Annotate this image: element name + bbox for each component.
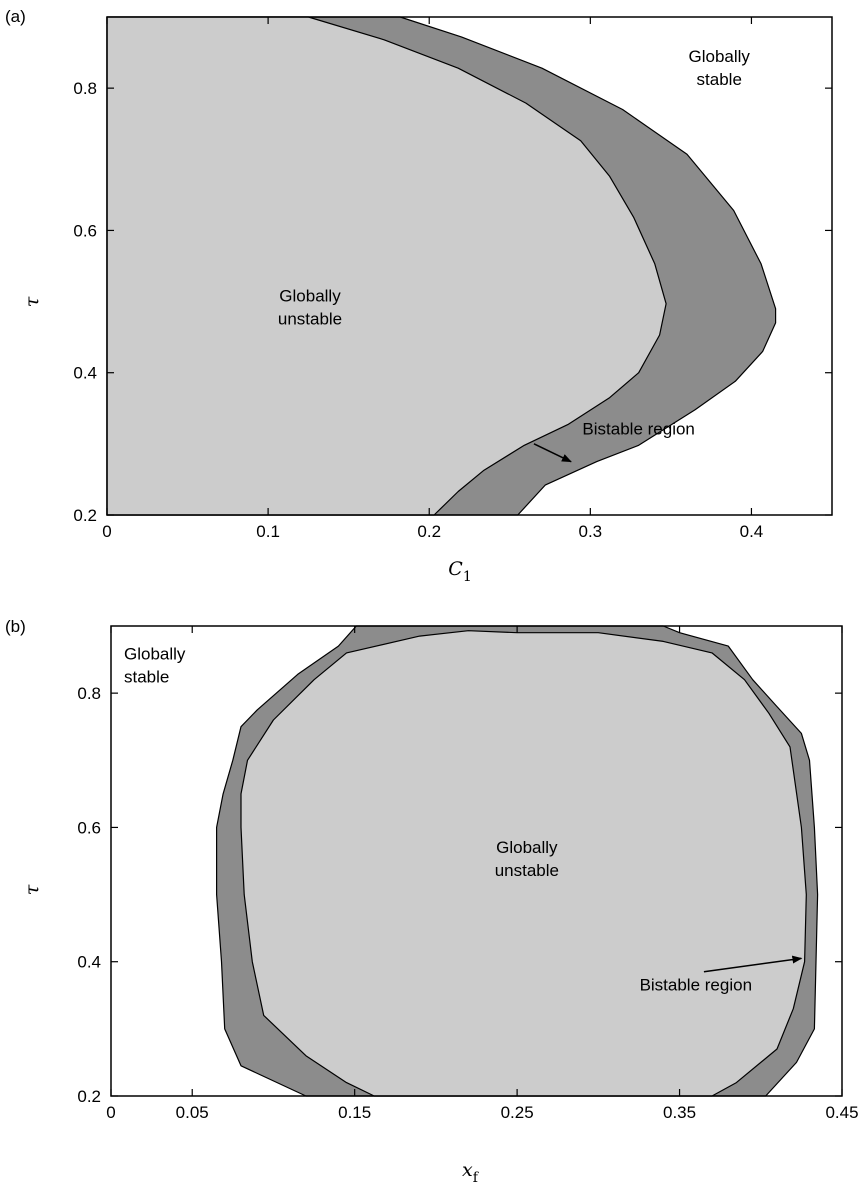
y-tick-label-b: 0.8 [77, 684, 101, 703]
annotation-b: Globally stable [124, 645, 186, 687]
y-tick-label-a: 0.2 [73, 506, 97, 525]
plot-frame-b [110, 625, 843, 1097]
x-tick-label-b: 0.35 [663, 1103, 696, 1122]
annotation-arrow-b [703, 955, 803, 973]
unstable-region-a [106, 16, 667, 516]
x-tick-label-b: 0.15 [338, 1103, 371, 1122]
plot-area-b: 0 0.05 0.15 0.25 0.35 0.45 0.2 0.4 0.6 0.8 Globall… [77, 625, 859, 1122]
x-axis-label-a: C1 [448, 558, 471, 585]
y-axis-label-b: τ [21, 884, 43, 895]
x-tick-label-b: 0.05 [176, 1103, 209, 1122]
x-tick-label-b: 0.45 [825, 1103, 858, 1122]
y-tick-label-b: 0.6 [77, 818, 101, 837]
x-tick-label-a: 0.3 [579, 522, 603, 541]
panel-b: (b) 0 0.05 0.15 0.25 0.35 0.45 0.2 0.4 0.6 0.8 Glo… [5, 617, 859, 1186]
annotation-a: Globally unstable [278, 287, 342, 329]
y-tick-label-a: 0.8 [73, 79, 97, 98]
y-tick-label-b: 0.2 [77, 1087, 101, 1106]
annotation-a: Bistable region [582, 420, 694, 439]
x-tick-label-a: 0.2 [417, 522, 441, 541]
panel-a: (a) 0 0.1 0.2 0.3 0.4 0.2 0.4 0.6 0.8 Globally uns… [5, 7, 833, 585]
x-tick-label-a: 0.1 [256, 522, 280, 541]
y-axis-label-a: τ [21, 296, 43, 307]
y-tick-label-a: 0.4 [73, 364, 97, 383]
y-tick-label-a: 0.6 [73, 221, 97, 240]
x-tick-label-a: 0.4 [740, 522, 764, 541]
panel-label-b: (b) [5, 617, 26, 636]
plot-frame-a [106, 16, 833, 516]
x-axis-label-b: xf [462, 1159, 480, 1186]
panel-label-a: (a) [5, 7, 26, 26]
annotation-b: Globally unstable [495, 838, 559, 880]
annotation-b: Bistable region [640, 976, 752, 995]
x-tick-label-b: 0.25 [501, 1103, 534, 1122]
plot-area-a: 0 0.1 0.2 0.3 0.4 0.2 0.4 0.6 0.8 Globally unstabl… [73, 16, 833, 541]
x-tick-label-b: 0 [106, 1103, 115, 1122]
annotation-arrow-a [533, 443, 572, 463]
x-tick-label-a: 0 [102, 522, 111, 541]
annotation-a: Globally stable [689, 47, 751, 89]
y-tick-label-b: 0.4 [77, 953, 101, 972]
